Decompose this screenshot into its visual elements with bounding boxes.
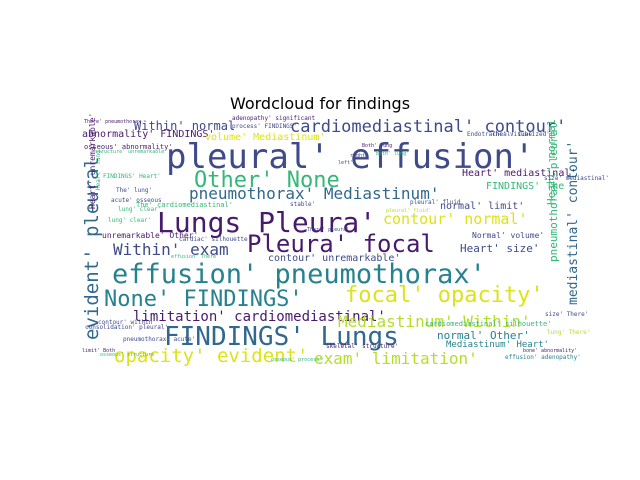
cloud-word: osseous' structure xyxy=(100,352,154,358)
cloud-word: Heart' normal xyxy=(545,119,558,205)
cloud-word: Both' lung xyxy=(362,143,392,149)
cloud-word: Lungs Pleura' xyxy=(157,206,376,239)
cloud-word: exam' limitation' xyxy=(314,349,478,368)
cloud-word: The' cardiomediastinal' xyxy=(136,201,233,209)
cloud-word: skeletal' structure' xyxy=(326,343,398,350)
cloud-word: pleural' fluid' xyxy=(386,208,431,214)
cloud-word: FINDINGS' Lungs xyxy=(164,322,399,352)
cloud-word: None' FINDINGS' xyxy=(104,287,303,312)
cloud-word: There' pleural xyxy=(307,227,349,233)
cloud-word: Normal' volume' xyxy=(472,231,544,240)
cloud-word: structure' unremarkable' xyxy=(95,149,167,155)
cloud-word: Mediastinum' Within' xyxy=(338,312,531,331)
cloud-word: Within' normal xyxy=(134,119,235,133)
cloud-word: lung' clear' xyxy=(108,217,151,224)
cloud-word: normal' Other' xyxy=(437,329,530,342)
cloud-word: contour' normal' xyxy=(383,210,528,228)
cloud-word: Other' None xyxy=(194,168,340,193)
cloud-word: osseous' abnormality' xyxy=(84,143,173,151)
cloud-word: pneumothorax' acute' xyxy=(123,336,195,343)
cloud-word: unremarkable' Other' xyxy=(102,231,198,240)
cloud-word: right xyxy=(350,153,365,159)
cloud-word: contour' unremarkable' xyxy=(268,253,400,264)
cloud-word: effusion' adenopathy' xyxy=(505,354,581,361)
cloud-word: evident' pleural xyxy=(81,157,103,340)
cloud-word: Within' exam xyxy=(113,240,229,259)
cloud-word: effusion' pneumothorax' xyxy=(112,259,486,290)
cloud-word: osseous' process' xyxy=(271,357,322,363)
cloud-word: pleural' fluid xyxy=(410,199,461,206)
cloud-word: Heart' mediastinal' xyxy=(462,168,576,179)
cloud-word: cardiomediastinal' contour' xyxy=(290,117,566,137)
cloud-word: size' There' xyxy=(545,311,588,318)
cloud-word: focal' opacity' xyxy=(345,283,544,308)
cloud-word: cardiac' silhouette' xyxy=(179,236,251,243)
cloud-word: lung' There' xyxy=(547,329,590,336)
cloud-word: acute' osseous xyxy=(111,197,162,204)
cloud-word: pneumothorax' pleural xyxy=(547,123,560,262)
cloud-word: There' pneumothorax xyxy=(84,119,141,125)
cloud-word: Mediastinum' Heart' xyxy=(446,340,549,350)
cloud-word: The' visualized' xyxy=(492,131,550,138)
cloud-word: pneumothorax' Mediastinum' xyxy=(189,184,439,203)
cloud-word: adenopathy' significant xyxy=(232,115,315,122)
cloud-word: Heart' lung xyxy=(95,150,102,190)
cloud-word: cardiomediastinal' silhouette' xyxy=(425,320,551,328)
cloud-word: The' lung' xyxy=(116,187,152,194)
cloud-word: volume' Mediastinum' xyxy=(205,132,325,143)
cloud-word: contour' within' xyxy=(98,319,156,326)
cloud-word: bone' abnormality' xyxy=(523,348,577,354)
cloud-word: stable' xyxy=(290,201,315,208)
cloud-word: consolidation' pleural' xyxy=(85,324,168,331)
cloud-word: abnormality' FINDINGS' xyxy=(82,129,214,140)
cloud-word: process' FINDINGS' xyxy=(232,123,297,130)
cloud-word: pleural' effusion' xyxy=(166,137,534,177)
cloud-word: Endotracheal' tube' xyxy=(467,131,536,138)
chart-title: Wordcloud for findings xyxy=(229,94,411,113)
cloud-word: size' mediastinal' xyxy=(544,175,609,182)
cloud-word: lung' clear' xyxy=(118,206,161,213)
cloud-word: Pleura' focal xyxy=(247,230,435,258)
cloud-word: opacity' evident' xyxy=(114,345,308,367)
cloud-word: limitation' cardiomediastinal' xyxy=(133,309,386,325)
cloud-word: normal' limit' xyxy=(440,201,524,212)
cloud-word: Heart' unremarkable' xyxy=(88,113,97,209)
cloud-word: mediastinal' contour' xyxy=(566,141,581,305)
cloud-word: Both' lung' xyxy=(376,151,409,157)
cloud-word: effusion' There' xyxy=(171,254,219,260)
cloud-word: FINDINGS' Heart' xyxy=(103,173,161,180)
cloud-word: limit' Both xyxy=(82,348,115,354)
cloud-word: left' xyxy=(338,160,353,166)
cloud-word: Heart' size' xyxy=(460,242,539,255)
cloud-word: FINDINGS' The xyxy=(486,181,564,192)
